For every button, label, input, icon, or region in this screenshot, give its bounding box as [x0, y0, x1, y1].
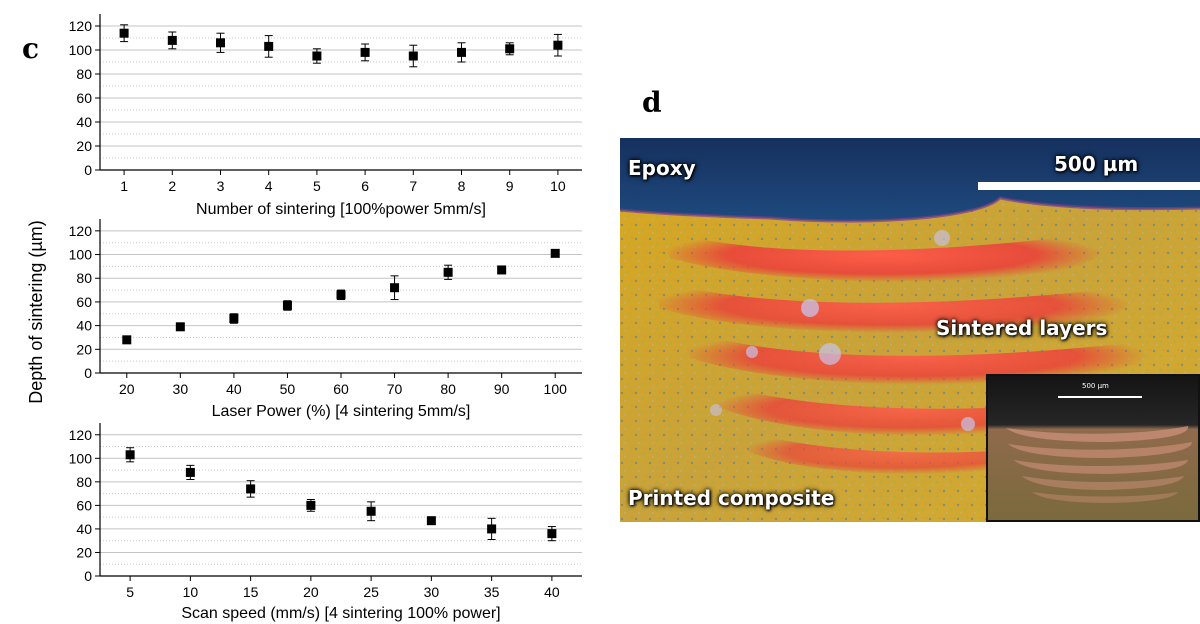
- chart1-y-tick-label: 60: [76, 90, 92, 106]
- chart3-data-point: [185, 467, 195, 477]
- chart3-x-axis-label: Scan speed (mm/s) [4 sintering 100% powe…: [181, 605, 500, 622]
- chart1-data-point: [505, 44, 515, 54]
- chart1-x-tick-label: 10: [550, 178, 566, 194]
- chart3-y-tick-label: 60: [76, 497, 92, 513]
- chart3-x-tick-label: 5: [126, 584, 134, 600]
- chart2-x-tick-label: 60: [333, 381, 349, 397]
- chart1-y-tick-label: 100: [69, 42, 93, 58]
- chart1-y-tick-label: 40: [76, 114, 92, 130]
- chart1-data-point: [312, 51, 322, 61]
- label-printed-composite: Printed composite: [628, 486, 835, 510]
- chart2-x-tick-label: 20: [119, 381, 135, 397]
- chart1-data-point: [216, 38, 225, 48]
- chart2-data-point: [122, 335, 132, 345]
- chart3-y-tick-label: 120: [69, 427, 93, 443]
- chart3-y-tick-label: 20: [76, 544, 92, 560]
- chart1-data-point: [167, 35, 177, 45]
- chart3-x-tick-label: 15: [243, 584, 259, 600]
- chart2-data-point: [282, 300, 292, 310]
- chart3-data-point: [246, 484, 256, 494]
- chart3-data-point: [426, 516, 436, 526]
- inset-image: 500 µm: [986, 374, 1200, 522]
- chart3-x-tick-label: 35: [484, 584, 500, 600]
- chart1-data-point: [119, 28, 129, 38]
- scale-bar: [978, 182, 1200, 190]
- chart1-y-tick-label: 120: [69, 18, 93, 34]
- chart2-data-point: [229, 314, 239, 324]
- chart2-x-tick-label: 80: [440, 381, 456, 397]
- chart3-data-point: [366, 506, 376, 516]
- chart1-y-tick-label: 80: [76, 66, 92, 82]
- chart1-data-point: [553, 40, 563, 50]
- chart1-x-tick-label: 3: [217, 178, 225, 194]
- chart2-x-tick-label: 100: [544, 381, 568, 397]
- chart2-data-point: [175, 322, 185, 332]
- chart3-y-tick-label: 80: [76, 474, 92, 490]
- label-scale-bar: 500 µm: [1054, 152, 1139, 176]
- chart1-x-tick-label: 7: [409, 178, 417, 194]
- chart2-data-point: [443, 267, 453, 277]
- chart1-y-tick-label: 20: [76, 138, 92, 154]
- chart2-x-tick-label: 70: [387, 381, 403, 397]
- chart2-y-tick-label: 100: [69, 247, 93, 263]
- chart2-y-tick-label: 40: [76, 318, 92, 334]
- chart1-x-axis-label: Number of sintering [100%power 5mm/s]: [196, 201, 486, 218]
- chart2-data-point: [390, 283, 400, 293]
- chart2-x-tick-label: 30: [173, 381, 189, 397]
- chart1-data-point: [264, 41, 274, 51]
- inset-scale-label: 500 µm: [1082, 382, 1109, 390]
- chart3-x-tick-label: 40: [544, 584, 560, 600]
- chart2-y-tick-label: 120: [69, 223, 93, 239]
- micrograph-picture: [620, 138, 1200, 522]
- chart3-data-point: [547, 529, 557, 539]
- chart2-y-tick-label: 20: [76, 341, 92, 357]
- chart1-x-tick-label: 5: [313, 178, 321, 194]
- chart3-data-point: [306, 500, 316, 510]
- chart3-x-tick-label: 30: [424, 584, 440, 600]
- chart1-x-tick-label: 1: [120, 178, 128, 194]
- charts-figure: Depth of sintering (µm) 0204060801001201…: [26, 14, 582, 622]
- chart2-y-tick-label: 80: [76, 270, 92, 286]
- label-sintered-layers: Sintered layers: [936, 316, 1108, 340]
- chart3-y-tick-label: 40: [76, 521, 92, 537]
- chart1-x-tick-label: 6: [361, 178, 369, 194]
- panel-c-letter: c: [22, 32, 40, 65]
- chart2-x-tick-label: 50: [280, 381, 296, 397]
- label-epoxy: Epoxy: [628, 156, 696, 180]
- shared-y-axis-label: Depth of sintering (µm): [26, 220, 46, 403]
- chart2-data-point: [336, 290, 346, 300]
- panel-d-letter: d: [642, 86, 662, 119]
- inset-picture: [988, 376, 1198, 520]
- chart3-x-tick-label: 10: [183, 584, 199, 600]
- chart3-y-tick-label: 100: [69, 450, 93, 466]
- chart2-data-point: [497, 265, 507, 275]
- chart2-data-point: [550, 248, 560, 258]
- chart3-data-point: [125, 450, 135, 460]
- chart1-y-tick-label: 0: [84, 162, 92, 178]
- chart1-x-tick-label: 8: [458, 178, 466, 194]
- chart1-data-point: [360, 47, 370, 57]
- chart3-x-tick-label: 25: [363, 584, 379, 600]
- chart2-y-tick-label: 60: [76, 294, 92, 310]
- micrograph-image: Epoxy 500 µm Sintered layers Printed com…: [620, 138, 1200, 522]
- chart1-x-tick-label: 9: [506, 178, 514, 194]
- chart2-y-tick-label: 0: [84, 365, 92, 381]
- chart1-x-tick-label: 2: [168, 178, 176, 194]
- chart1-data-point: [408, 51, 418, 61]
- chart2-x-axis-label: Laser Power (%) [4 sintering 5mm/s]: [212, 403, 471, 420]
- chart1-data-point: [457, 47, 466, 57]
- chart3-data-point: [487, 524, 497, 534]
- chart3-x-tick-label: 20: [303, 584, 319, 600]
- inset-scale-bar: [1058, 396, 1142, 398]
- chart1-x-tick-label: 4: [265, 178, 273, 194]
- chart2-x-tick-label: 90: [494, 381, 510, 397]
- chart3-y-tick-label: 0: [84, 568, 92, 584]
- chart2-x-tick-label: 40: [226, 381, 242, 397]
